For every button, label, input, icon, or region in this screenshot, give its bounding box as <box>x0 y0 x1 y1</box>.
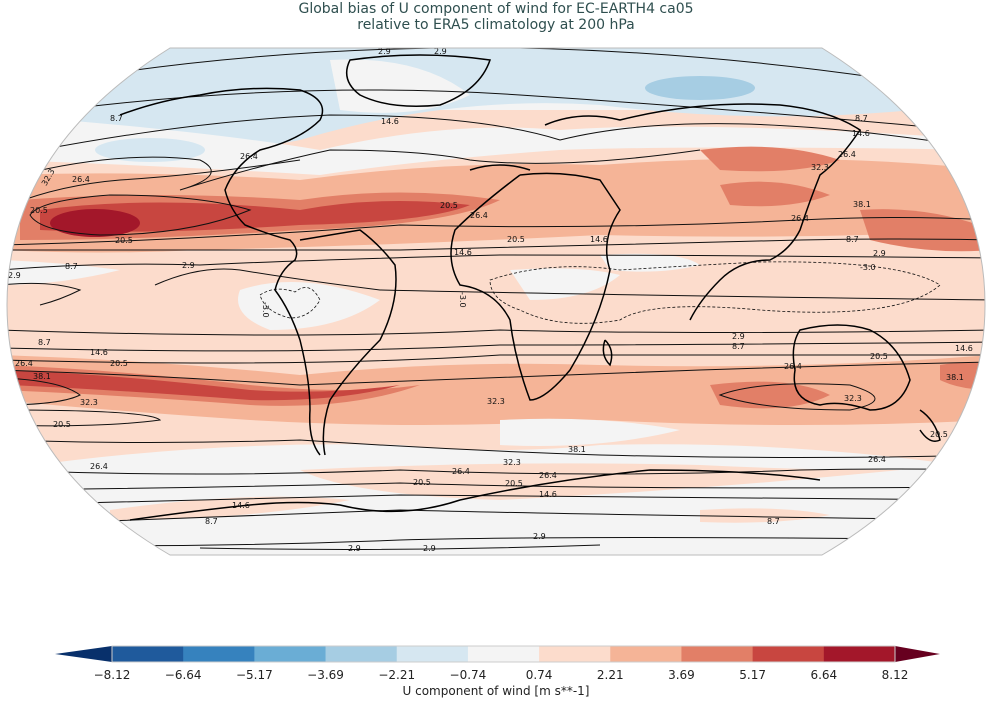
svg-text:20.5: 20.5 <box>505 479 523 488</box>
svg-text:20.5: 20.5 <box>30 206 48 215</box>
negative-contours <box>259 261 941 324</box>
svg-text:26.4: 26.4 <box>539 471 557 480</box>
svg-text:26.4: 26.4 <box>791 214 809 223</box>
colorbar-tick-label: 0.74 <box>525 668 553 682</box>
svg-text:32.3: 32.3 <box>844 394 862 403</box>
svg-text:14.6: 14.6 <box>539 490 557 499</box>
svg-text:2.9: 2.9 <box>873 249 886 258</box>
svg-text:8.7: 8.7 <box>732 342 745 351</box>
colorbar-tick-label: −2.21 <box>378 668 416 682</box>
colorbar-tick-label: 3.69 <box>668 668 695 682</box>
svg-text:26.4: 26.4 <box>784 362 802 371</box>
svg-text:38.1: 38.1 <box>853 200 871 209</box>
svg-text:-3.0: -3.0 <box>458 292 467 308</box>
svg-text:38.1: 38.1 <box>946 373 964 382</box>
svg-text:38.1: 38.1 <box>33 372 51 381</box>
svg-text:8.7: 8.7 <box>846 235 859 244</box>
svg-text:20.5: 20.5 <box>440 201 458 210</box>
world-map: 2.9 2.9 8.7 14.6 26.4 32.3 26.4 20.5 20.… <box>0 40 992 560</box>
svg-text:26.4: 26.4 <box>868 455 886 464</box>
svg-text:2.9: 2.9 <box>533 532 546 541</box>
svg-text:20.5: 20.5 <box>507 235 525 244</box>
colorbar-tick-label: −3.69 <box>307 668 344 682</box>
contour-labels: 2.9 2.9 8.7 14.6 26.4 32.3 26.4 20.5 20.… <box>8 47 973 553</box>
svg-text:-3.0: -3.0 <box>261 302 270 318</box>
colorbar-tick-label: −0.74 <box>449 668 487 682</box>
chart-title: Global bias of U component of wind for E… <box>0 1 992 33</box>
svg-text:14.6: 14.6 <box>852 129 870 138</box>
svg-text:14.6: 14.6 <box>955 344 973 353</box>
svg-text:14.6: 14.6 <box>454 248 472 257</box>
svg-text:20.5: 20.5 <box>110 359 128 368</box>
svg-text:8.7: 8.7 <box>855 114 868 123</box>
svg-text:-3.0: -3.0 <box>860 263 876 272</box>
svg-text:26.4: 26.4 <box>240 152 258 161</box>
colorbar-tick-label: −8.12 <box>93 668 131 682</box>
svg-text:26.4: 26.4 <box>470 211 488 220</box>
svg-text:2.9: 2.9 <box>732 332 745 341</box>
svg-text:2.9: 2.9 <box>434 47 447 56</box>
colorbar <box>55 643 940 665</box>
svg-text:2.9: 2.9 <box>378 47 391 56</box>
svg-text:8.7: 8.7 <box>767 517 780 526</box>
svg-text:2.9: 2.9 <box>348 544 361 553</box>
colorbar-tick-label: 6.64 <box>810 668 838 682</box>
svg-text:14.6: 14.6 <box>381 117 399 126</box>
map-boundary <box>6 47 986 556</box>
chart-title-line1: Global bias of U component of wind for E… <box>298 1 694 17</box>
colorbar-bands <box>55 645 940 663</box>
colorbar-tick-label: −6.64 <box>164 668 202 682</box>
svg-text:2.9: 2.9 <box>182 261 195 270</box>
svg-text:26.4: 26.4 <box>15 359 33 368</box>
colorbar-tick-label: 5.17 <box>739 668 766 682</box>
svg-text:32.3: 32.3 <box>487 397 505 406</box>
svg-text:8.7: 8.7 <box>110 114 123 123</box>
colorbar-tick-label: 8.12 <box>881 668 909 682</box>
svg-text:26.4: 26.4 <box>90 462 108 471</box>
svg-text:14.6: 14.6 <box>90 348 108 357</box>
svg-text:14.6: 14.6 <box>590 235 608 244</box>
coastlines <box>119 54 941 521</box>
svg-text:26.4: 26.4 <box>72 175 90 184</box>
svg-text:32.3: 32.3 <box>80 398 98 407</box>
colorbar-ticks: −8.12 −6.64 −5.17 −3.69 −2.21 −0.74 0.74 2.21 3.… <box>0 668 992 684</box>
chart-title-line2: relative to ERA5 climatology at 200 hPa <box>357 17 635 33</box>
svg-text:8.7: 8.7 <box>38 338 51 347</box>
svg-text:20.5: 20.5 <box>413 478 431 487</box>
svg-text:32.3: 32.3 <box>811 163 829 172</box>
svg-text:38.1: 38.1 <box>568 445 586 454</box>
svg-text:14.6: 14.6 <box>232 501 250 510</box>
svg-text:26.4: 26.4 <box>838 150 856 159</box>
svg-text:20.5: 20.5 <box>53 420 71 429</box>
svg-text:20.5: 20.5 <box>930 430 948 439</box>
svg-text:20.5: 20.5 <box>870 352 888 361</box>
colorbar-tick-label: 2.21 <box>596 668 624 682</box>
bias-field <box>7 48 985 555</box>
svg-text:8.7: 8.7 <box>65 262 78 271</box>
colorbar-tick-label: −5.17 <box>235 668 273 682</box>
svg-text:20.5: 20.5 <box>115 236 133 245</box>
colorbar-label: U component of wind [m s**-1] <box>402 684 590 698</box>
svg-text:2.9: 2.9 <box>8 271 21 280</box>
svg-text:26.4: 26.4 <box>452 467 470 476</box>
svg-text:2.9: 2.9 <box>423 544 436 553</box>
svg-text:32.3: 32.3 <box>503 458 521 467</box>
svg-text:8.7: 8.7 <box>205 517 218 526</box>
